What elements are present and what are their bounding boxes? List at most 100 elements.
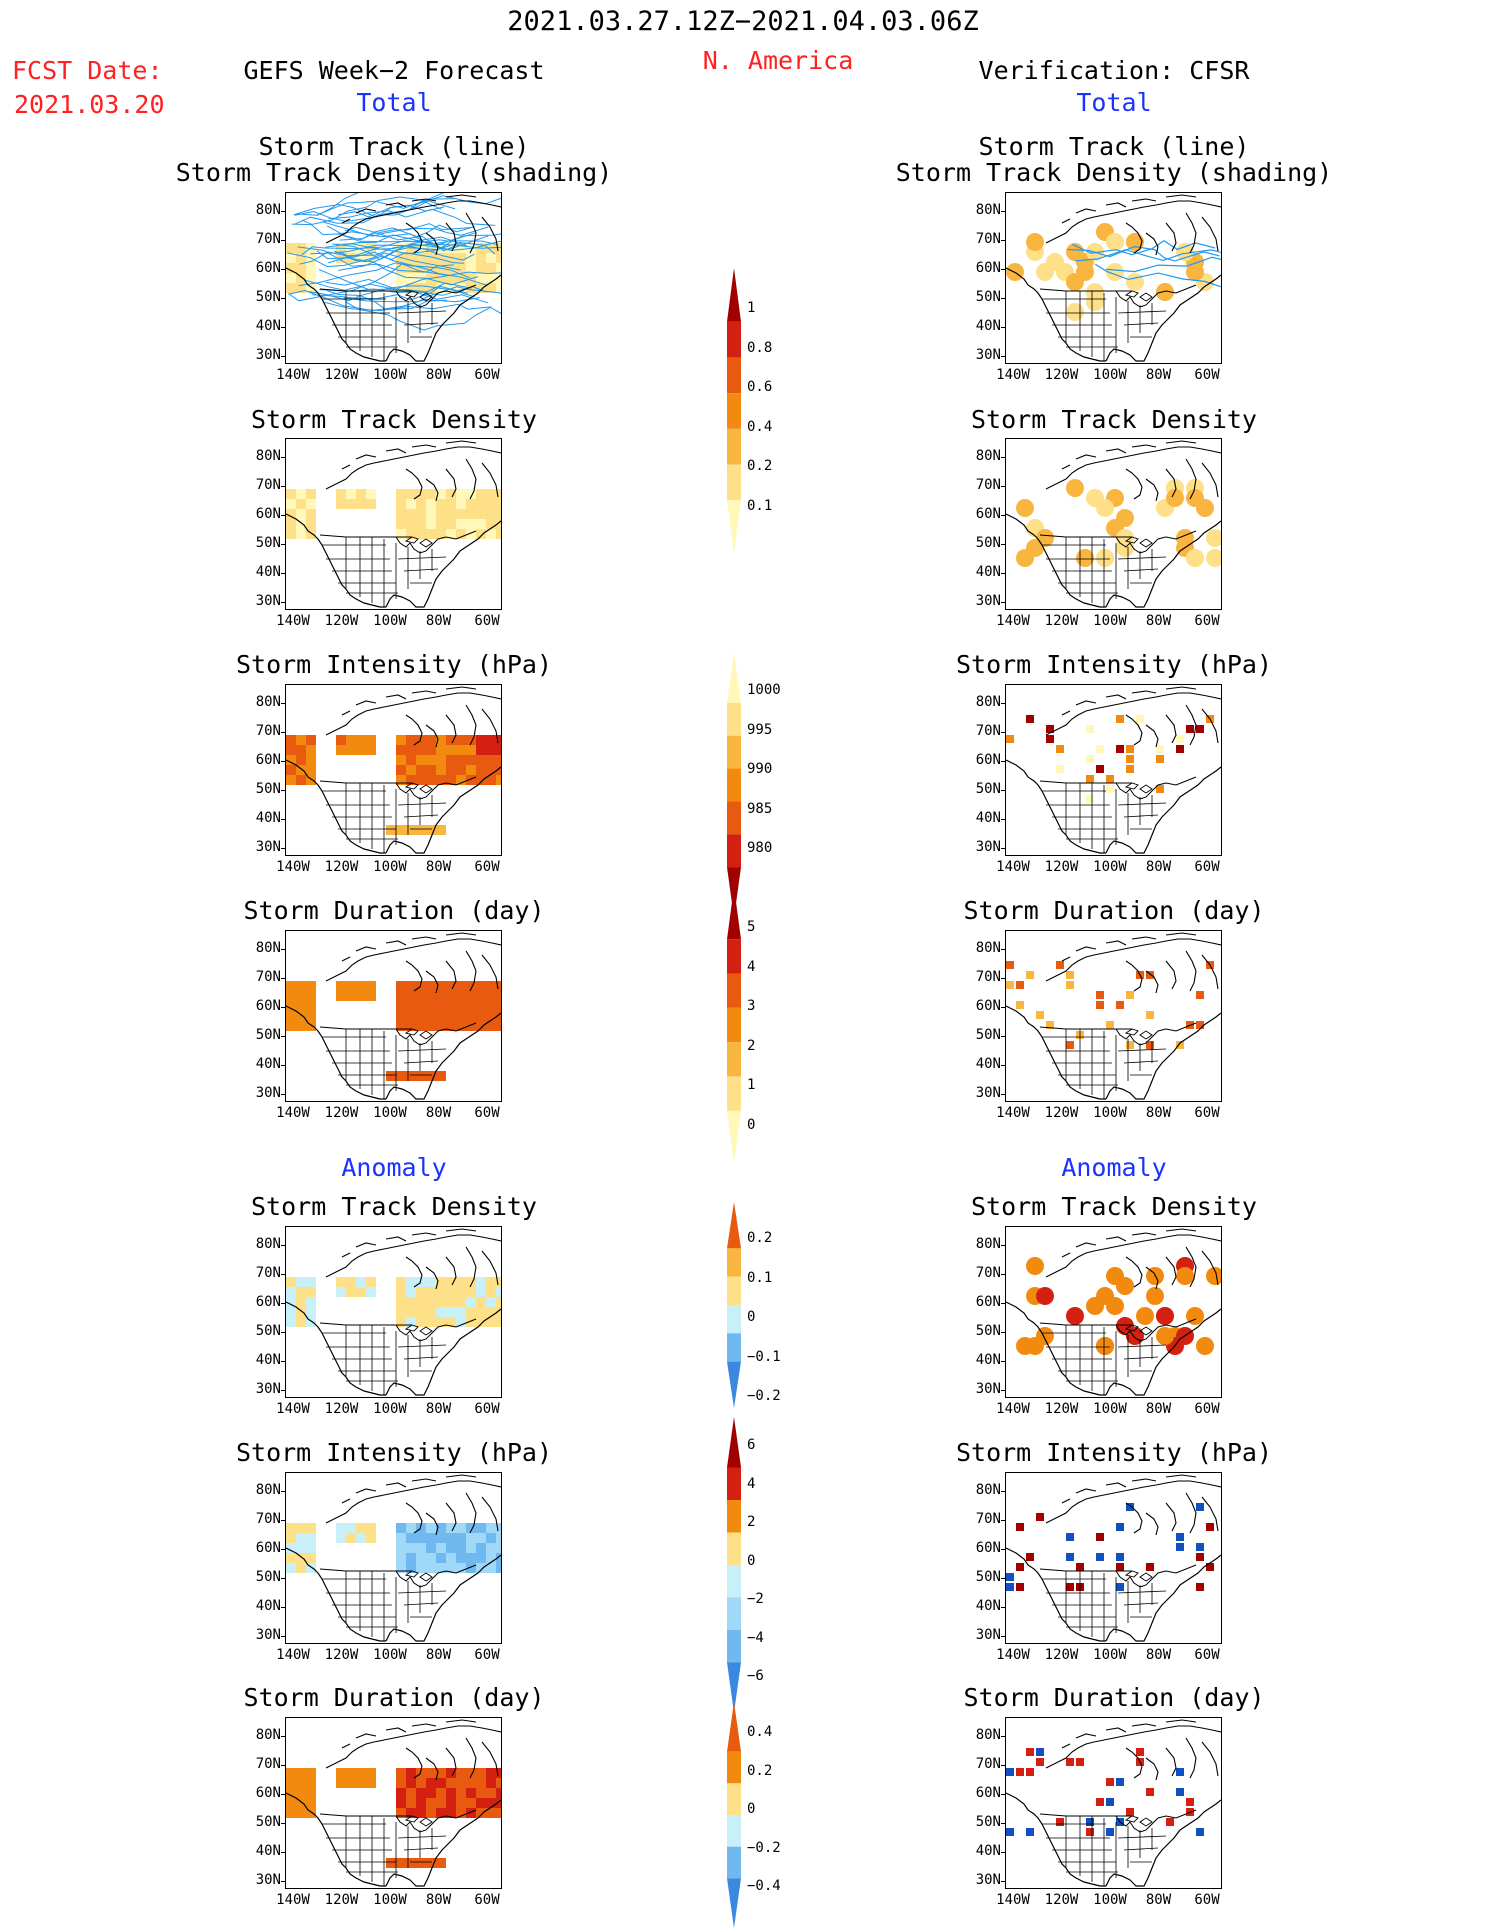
shading-cell	[436, 745, 446, 755]
shading-cell	[456, 1297, 466, 1307]
shading-cell	[356, 991, 366, 1001]
y-tick-mark	[1001, 1036, 1006, 1037]
x-tick-label: 120W	[324, 1892, 359, 1908]
y-tick-mark	[281, 1736, 286, 1737]
shading-cell	[1156, 785, 1164, 793]
map-outline	[1124, 782, 1153, 794]
x-tick-label: 100W	[1093, 1647, 1127, 1663]
right-total-label: Total	[1076, 88, 1152, 117]
map-outline	[1045, 194, 1221, 256]
colorbar-segment	[727, 1662, 741, 1713]
shading-cell	[416, 243, 426, 253]
shading-cell	[366, 499, 376, 509]
shading-cell	[1156, 755, 1164, 763]
shading-cell	[406, 509, 416, 519]
shading-cell	[1116, 1277, 1134, 1295]
shading-cell	[306, 981, 316, 991]
shading-cell	[1156, 1307, 1174, 1325]
y-tick-label: 50N	[255, 781, 281, 797]
colorbar-duration_anom	[727, 1702, 741, 1928]
y-tick-label: 30N	[975, 1627, 1001, 1643]
map-outline	[404, 536, 433, 548]
shading-cell	[406, 1297, 416, 1307]
shading-cell	[466, 1297, 476, 1307]
shading-cell	[1196, 1337, 1214, 1355]
shading-cell	[396, 745, 406, 755]
shading-cell	[416, 1533, 426, 1543]
y-tick-mark	[1001, 1823, 1006, 1824]
y-tick-label: 70N	[255, 231, 281, 247]
shading-cell	[416, 509, 426, 519]
map-outline	[286, 759, 501, 854]
shading-cell	[286, 735, 296, 745]
shading-cell	[406, 981, 416, 991]
y-tick-mark	[1001, 1274, 1006, 1275]
shading-cell	[1196, 499, 1214, 517]
map-outline	[1042, 1325, 1167, 1395]
shading-cell	[426, 1011, 436, 1021]
shading-cell	[466, 263, 476, 273]
colorbar-segment	[727, 1110, 741, 1163]
y-tick-mark	[1001, 1881, 1006, 1882]
shading-cell	[1196, 1021, 1204, 1029]
colorbar-label: −0.4	[747, 1878, 781, 1894]
colorbar-segment	[727, 1276, 741, 1305]
shading-cell	[416, 1001, 426, 1011]
storm-track-line	[1074, 249, 1221, 262]
shading-cell	[1026, 1748, 1034, 1756]
shading-cell	[496, 755, 501, 765]
shading-cell	[476, 1011, 486, 1021]
shading-cell	[1176, 735, 1184, 743]
fcst-date-label: FCST Date:	[12, 56, 163, 85]
shading-cell	[336, 499, 346, 509]
shading-cell	[476, 283, 486, 293]
shading-cell	[396, 1858, 406, 1868]
x-tick-label: 80W	[1145, 1105, 1172, 1121]
shading-cell	[1006, 735, 1014, 743]
shading-cell	[1056, 1818, 1064, 1826]
shading-cell	[426, 755, 436, 765]
shading-cell	[496, 1021, 501, 1031]
shading-cell	[1196, 1828, 1204, 1836]
colorbar-segment	[727, 768, 741, 802]
y-tick-label: 60N	[255, 1540, 281, 1556]
y-tick-mark	[1001, 1852, 1006, 1853]
shading-cell	[486, 263, 496, 273]
y-tick-mark	[1001, 1332, 1006, 1333]
shading-cell	[296, 273, 306, 283]
map-svg	[1006, 440, 1221, 608]
shading-cell	[486, 1543, 496, 1553]
x-tick-label: 120W	[324, 1401, 359, 1417]
shading-cell	[346, 1778, 356, 1788]
shading-cell	[436, 489, 446, 499]
shading-cell	[416, 1287, 426, 1297]
shading-cell	[346, 991, 356, 1001]
x-tick-label: 100W	[373, 859, 407, 875]
shading-cell	[1106, 233, 1124, 251]
shading-cell	[496, 529, 501, 539]
shading-cell	[446, 489, 456, 499]
y-tick-mark	[1001, 1765, 1006, 1766]
shading-cell	[356, 981, 366, 991]
shading-cell	[1066, 273, 1084, 291]
shading-cell	[1186, 549, 1204, 567]
x-tick-label: 100W	[1093, 1105, 1127, 1121]
shading-cell	[1126, 765, 1134, 773]
y-tick-label: 30N	[975, 1381, 1001, 1397]
shading-cell	[396, 991, 406, 1001]
shading-cell	[336, 735, 346, 745]
shading-cell	[1026, 715, 1034, 723]
shading-cell	[496, 1778, 501, 1788]
shading-cell	[496, 273, 501, 283]
y-tick-mark	[281, 298, 286, 299]
shading-cell	[286, 1523, 296, 1533]
shading-cell	[416, 1778, 426, 1788]
shading-cell	[406, 283, 416, 293]
shading-cell	[416, 519, 426, 529]
y-tick-mark	[281, 356, 286, 357]
colorbar-segment	[727, 1702, 741, 1752]
shading-cell	[1156, 283, 1174, 301]
shading-cell	[476, 1808, 486, 1818]
shading-cell	[306, 1553, 316, 1563]
shading-cell	[306, 1277, 316, 1287]
